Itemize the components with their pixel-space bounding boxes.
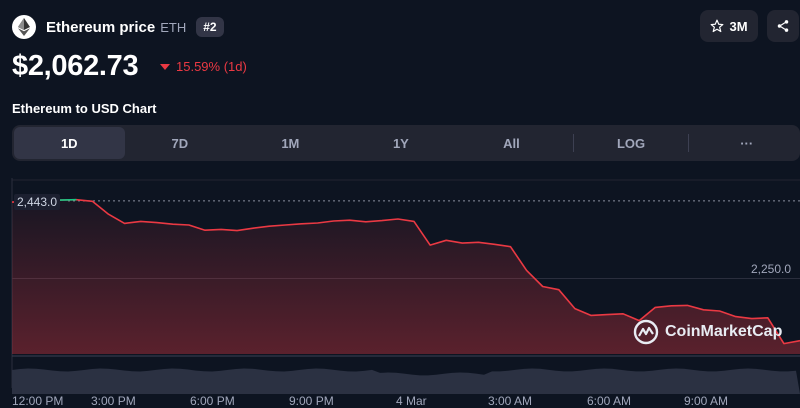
tab-all[interactable]: All [503,135,520,151]
watchlist-count: 3M [729,18,748,34]
watchlist-button[interactable]: 3M [700,10,758,42]
tab-1m[interactable]: 1M [281,135,300,151]
star-icon [711,19,724,33]
watermark-text: CoinMarketCap [665,323,783,340]
tab-divider [572,134,574,152]
price-chart[interactable] [0,178,800,394]
share-button[interactable] [767,10,799,42]
tab-log[interactable]: LOG [616,135,646,151]
volume-bars [12,368,800,394]
tab-7d[interactable]: 7D [171,135,189,151]
x-axis-labels: 12:00 PM 3:00 PM 6:00 PM 9:00 PM 4 Mar 3:00 A… [0,394,800,408]
coinmarketcap-watermark: CoinMarketCap [633,319,782,345]
x-axis-label: 3:00 AM [488,394,533,408]
time-range-tabs: 1D 7D 1M 1Y All LOG ··· [12,125,800,161]
current-price: $2,062.73 [12,50,139,82]
tab-more[interactable]: ··· [740,135,754,151]
gridline-label: 2,250.0 [751,262,792,276]
x-axis-label: 9:00 AM [684,394,729,408]
x-axis-label: 9:00 PM [289,394,334,408]
coin-symbol: ETH [160,19,187,35]
x-axis-label: 6:00 AM [587,394,632,408]
rank-badge: #2 [196,17,224,37]
x-axis-label: 3:00 PM [91,394,136,408]
chart-title: Ethereum to USD Chart [12,101,157,116]
tab-1d[interactable]: 1D [14,127,125,159]
x-axis-label: 4 Mar [396,394,427,408]
share-icon [777,20,789,32]
reference-price-tag: 2,443.0 [14,194,61,210]
x-axis-label: 12:00 PM [12,394,64,408]
coin-header: Ethereum price ETH #2 [12,14,224,40]
x-axis-label: 6:00 PM [190,394,235,408]
price-change: 15.59% (1d) [160,59,247,74]
coin-name: Ethereum price [46,18,156,36]
ethereum-logo-icon [12,15,36,39]
price-change-value: 15.59% (1d) [176,59,247,74]
tab-divider [688,134,690,152]
down-triangle-icon [160,63,170,70]
price-line [11,198,800,345]
coinmarketcap-logo-icon [633,319,659,345]
tab-1y[interactable]: 1Y [392,135,409,151]
